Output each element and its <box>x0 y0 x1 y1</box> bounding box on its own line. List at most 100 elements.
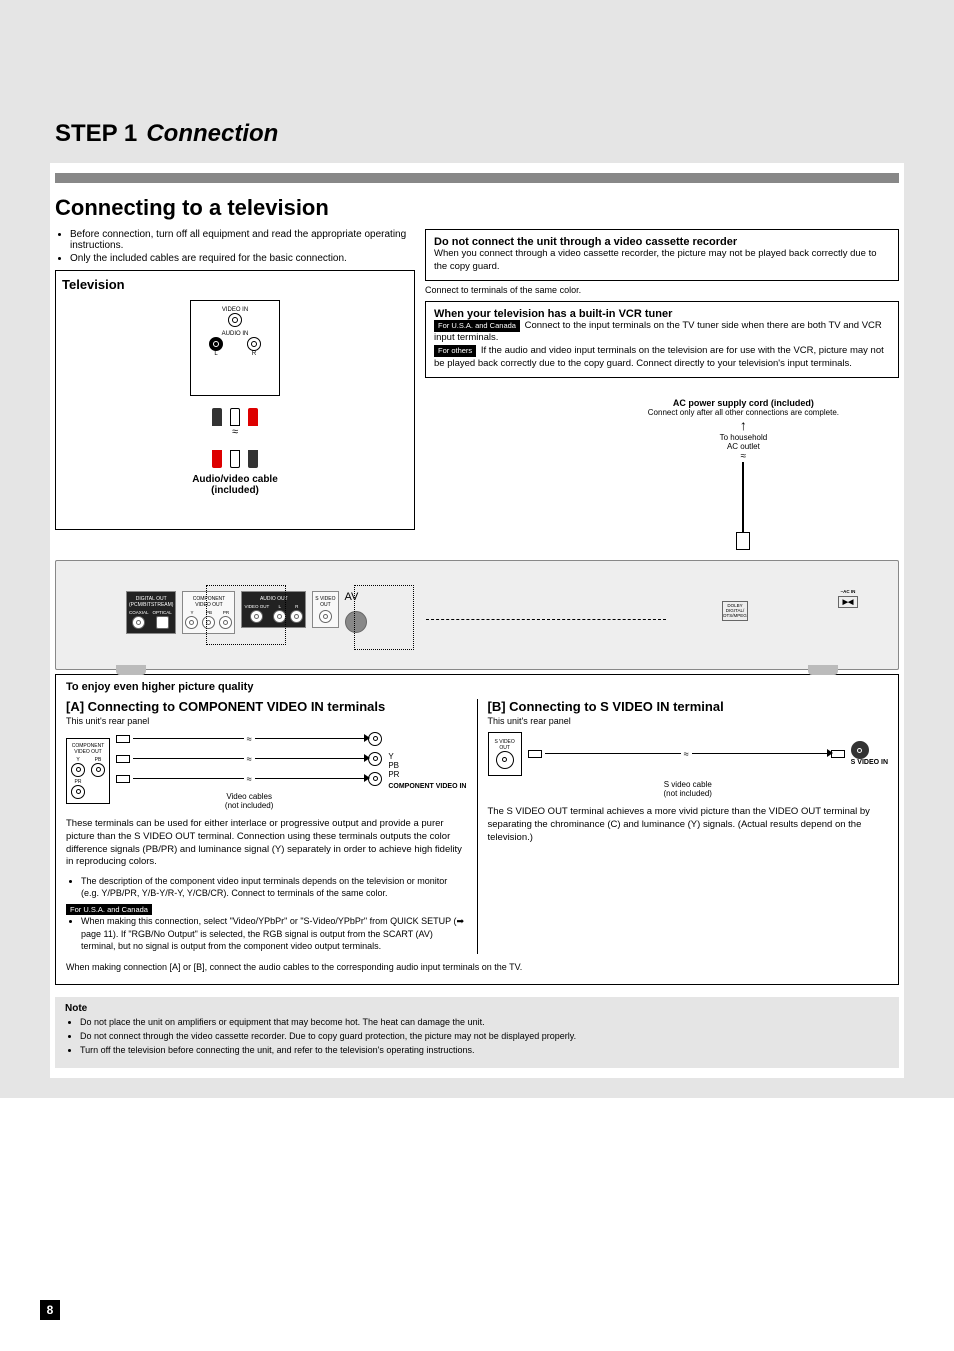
up-arrow-icon: ↑ <box>648 417 839 433</box>
svideo-in-sock-icon <box>851 741 869 759</box>
dolby-label: DOLBY DIGITAL/ DTS/MPEG <box>723 603 747 618</box>
target-sock-icon <box>368 752 382 766</box>
option-b-heading: [B] Connecting to S VIDEO IN terminal <box>488 699 889 714</box>
power-dest1: To household <box>648 433 839 442</box>
plug-icon <box>528 750 542 758</box>
pb-sock-icon <box>91 763 105 777</box>
vertical-divider <box>477 699 478 954</box>
content-area: Connecting to a television Before connec… <box>50 163 904 1078</box>
power-label: AC power supply cord (included) <box>648 398 839 408</box>
audio-l-jack <box>209 337 223 351</box>
option-b-sub: This unit's rear panel <box>488 716 889 726</box>
tuner-usa-line: For U.S.A. and Canada Connect to the inp… <box>434 320 890 346</box>
coaxial-label: COAXIAL <box>129 610 149 615</box>
video-cables: ≈ ≈ ≈ Video cables (not included) <box>116 732 382 810</box>
vcr-note-box: Do not connect the unit through a video … <box>425 229 899 281</box>
tuner-other-text: If the audio and video input terminals o… <box>434 345 884 369</box>
target-sock-icon <box>368 772 382 786</box>
option-a-heading: [A] Connecting to COMPONENT VIDEO IN ter… <box>66 699 467 714</box>
option-a-bullet1: The description of the component video i… <box>81 875 467 899</box>
option-b-column: [B] Connecting to S VIDEO IN terminal Th… <box>488 699 889 954</box>
section-title: Connecting to a television <box>55 195 899 221</box>
header-banner: STEP 1 Connection <box>50 110 904 153</box>
y-lab: Y <box>71 757 85 763</box>
note-list: Do not place the unit on amplifiers or e… <box>80 1016 889 1056</box>
av-cable-label: Audio/video cable (included) <box>62 474 408 496</box>
power-column: AC power supply cord (included) Connect … <box>648 398 839 550</box>
power-note: Connect only after all other connections… <box>648 408 839 417</box>
plug-red-icon <box>212 450 222 468</box>
power-cord-area: AC power supply cord (included) Connect … <box>425 388 899 550</box>
before-list: Before connection, turn off all equipmen… <box>70 229 415 264</box>
component-panel: COMPONENT VIDEO OUT Y PB PR <box>66 738 110 804</box>
video-in-label: VIDEO IN <box>197 307 273 313</box>
note-heading: Note <box>65 1003 889 1014</box>
video-in-jack <box>228 313 242 327</box>
l-label: L <box>209 351 223 357</box>
usa-badge: For U.S.A. and Canada <box>434 320 520 332</box>
plugs-top <box>62 408 408 426</box>
y-socket-icon <box>185 616 198 629</box>
foot-icon <box>808 665 838 675</box>
r-label: R <box>247 351 261 357</box>
option-a-sub: This unit's rear panel <box>66 716 467 726</box>
plug-red-icon <box>248 408 258 426</box>
svideo-cable-label: S video cable (not included) <box>488 780 889 798</box>
note-item: Do not place the unit on amplifiers or e… <box>80 1016 889 1028</box>
plug-white-icon <box>230 450 240 468</box>
dotted-highlight-b <box>354 585 414 650</box>
before-item: Before connection, turn off all equipmen… <box>70 229 415 251</box>
r-out-label: R <box>290 604 303 609</box>
quality-options-box: To enjoy even higher picture quality [A]… <box>55 674 899 985</box>
sig-pb: PB <box>388 761 466 770</box>
vcr-note-text: When you connect through a video cassett… <box>434 248 890 274</box>
cord-icon <box>742 462 744 532</box>
component-in-label: COMPONENT VIDEO IN <box>388 783 466 790</box>
signal-target-labels: Y PB PR COMPONENT VIDEO IN <box>388 752 466 790</box>
page-number: 8 <box>40 1300 60 1320</box>
fan-icon: DOLBY DIGITAL/ DTS/MPEG <box>722 601 748 621</box>
optical-label: OPTICAL <box>153 610 172 615</box>
plug-icon <box>831 750 845 758</box>
digital-out-label: DIGITAL OUT (PCM/BITSTREAM) <box>129 596 173 608</box>
option-a-diagram: COMPONENT VIDEO OUT Y PB PR ≈ ≈ <box>66 732 467 810</box>
svo-panel-label: S VIDEO OUT <box>495 739 515 751</box>
cord-plug-icon <box>736 532 750 550</box>
plug-yellow-icon <box>212 408 222 426</box>
divider-bar <box>55 173 899 183</box>
svo-label: S VIDEO OUT <box>315 596 335 608</box>
before-item: Only the included cables are required fo… <box>70 253 415 264</box>
plug-icon <box>116 755 130 763</box>
step-label: STEP 1 <box>55 120 137 147</box>
r-out-socket-icon <box>290 610 303 623</box>
digital-out-group: DIGITAL OUT (PCM/BITSTREAM) COAXIAL OPTI… <box>126 591 176 634</box>
plug-icon <box>116 775 130 783</box>
device-rear-panel: DIGITAL OUT (PCM/BITSTREAM) COAXIAL OPTI… <box>55 560 899 670</box>
svideo-cable-row: ≈ <box>528 749 845 759</box>
sig-y: Y <box>388 752 466 761</box>
y-label: Y <box>185 610 198 615</box>
sig-pr: PR <box>388 770 466 779</box>
option-a-bullet2: When making this connection, select "Vid… <box>81 915 467 951</box>
option-a-list: The description of the component video i… <box>81 875 467 899</box>
lower-note: When making connection [A] or [B], conne… <box>66 962 888 974</box>
page-background: STEP 1 Connection Connecting to a televi… <box>0 0 954 1098</box>
tv-input-panel: VIDEO IN AUDIO IN L R <box>190 300 280 396</box>
vcr-note-heading: Do not connect the unit through a video … <box>434 236 890 248</box>
y-sock-icon <box>71 763 85 777</box>
power-dest2: AC outlet <box>648 442 839 451</box>
option-a-list2: When making this connection, select "Vid… <box>81 915 467 951</box>
tuner-other-line: For others If the audio and video input … <box>434 345 890 371</box>
pb-lab: PB <box>91 757 105 763</box>
dashed-line <box>426 619 666 620</box>
option-b-para: The S VIDEO OUT terminal achieves a more… <box>488 806 889 844</box>
optical-socket-icon <box>156 616 169 629</box>
ac-in-label: ~AC IN <box>841 589 856 594</box>
note-item: Do not connect through the video cassett… <box>80 1030 889 1042</box>
cvo-panel-label: COMPONENT VIDEO OUT <box>71 743 105 755</box>
plug-yellow-icon <box>248 450 258 468</box>
audio-r-jack <box>247 337 261 351</box>
target-sock-icon <box>368 732 382 746</box>
note-item: Turn off the television before connectin… <box>80 1044 889 1056</box>
upper-two-column: Before connection, turn off all equipmen… <box>55 229 899 550</box>
